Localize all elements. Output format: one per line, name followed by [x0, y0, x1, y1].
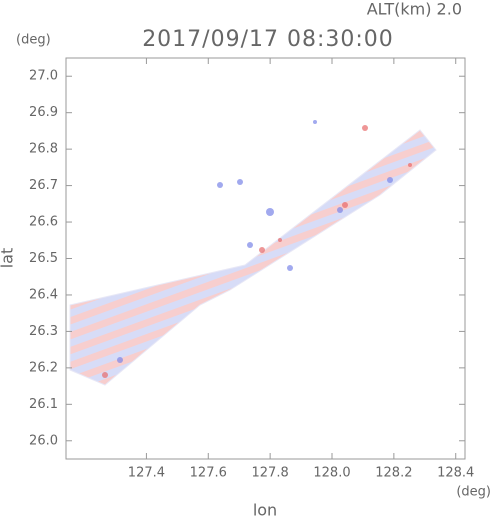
y-tick-label: 26.9 — [29, 105, 58, 120]
y-tick-label: 26.4 — [29, 287, 58, 302]
radar-swath — [69, 120, 437, 386]
x-tick-label: 128.4 — [437, 466, 474, 481]
x-axis-label: lon — [253, 501, 277, 520]
y-tick-label: 26.0 — [29, 433, 58, 448]
x-unit: (deg) — [456, 485, 491, 500]
y-tick-label: 27.0 — [29, 69, 58, 84]
x-tick-label: 128.2 — [375, 466, 412, 481]
y-tick-label: 26.3 — [29, 324, 58, 339]
x-tick-label: 128.0 — [313, 466, 350, 481]
x-tick-label: 127.4 — [128, 466, 165, 481]
y-tick-label: 26.2 — [29, 360, 58, 375]
altitude-label: ALT(km) 2.0 — [367, 0, 462, 19]
y-tick-label: 26.6 — [29, 215, 58, 230]
y-tick-label: 26.7 — [29, 178, 58, 193]
x-tick-label: 127.8 — [252, 466, 289, 481]
y-tick-label: 26.8 — [29, 142, 58, 157]
y-unit: (deg) — [16, 33, 51, 48]
chart-title: 2017/09/17 08:30:00 — [142, 27, 394, 52]
y-tick-label: 26.5 — [29, 251, 58, 266]
x-tick-label: 127.6 — [190, 466, 227, 481]
y-axis-label: lat — [0, 248, 17, 269]
y-tick-label: 26.1 — [29, 397, 58, 412]
